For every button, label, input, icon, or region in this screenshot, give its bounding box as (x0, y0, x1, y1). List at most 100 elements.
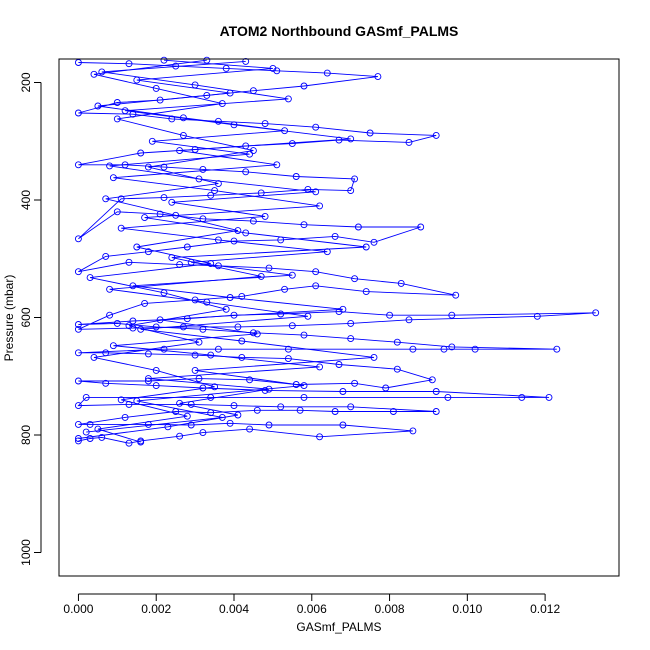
series-line (86, 60, 375, 433)
data-point (191, 81, 199, 89)
data-point (331, 408, 339, 415)
data-point (141, 214, 149, 222)
data-point (312, 268, 320, 276)
data-point (222, 64, 230, 72)
x-tick-label: 0.002 (141, 602, 171, 616)
data-point (160, 163, 168, 171)
data-point (113, 319, 121, 327)
data-point (366, 129, 374, 137)
data-point (222, 305, 230, 313)
data-point (74, 435, 82, 442)
data-point (417, 223, 425, 231)
data-point (347, 403, 355, 411)
data-point (249, 217, 257, 225)
data-point (238, 353, 246, 361)
data-point (125, 60, 133, 68)
data-point (74, 437, 82, 445)
y-tick-label: 1000 (19, 539, 33, 566)
data-point (86, 435, 94, 442)
data-point (518, 393, 526, 401)
data-point (74, 109, 82, 117)
data-point (144, 248, 152, 256)
data-layer (74, 56, 600, 447)
data-point (183, 243, 191, 251)
data-point (164, 423, 172, 431)
data-point (389, 408, 397, 415)
data-point (195, 375, 203, 383)
y-axis: 200 400 600 800 1000 (19, 72, 42, 566)
data-point (409, 427, 417, 435)
data-point (109, 342, 117, 350)
data-point (304, 312, 312, 320)
data-point (148, 137, 156, 145)
x-tick-label: 0.012 (530, 602, 560, 616)
data-point (253, 406, 261, 414)
data-point (242, 229, 250, 237)
data-point (179, 131, 187, 139)
data-point (160, 56, 168, 64)
data-point (106, 285, 114, 293)
data-point (335, 361, 343, 368)
data-point (176, 147, 184, 155)
data-point (86, 274, 94, 282)
data-point (74, 377, 82, 385)
data-point (545, 393, 553, 401)
data-point (152, 382, 160, 390)
data-point (370, 238, 378, 246)
data-point (144, 350, 152, 358)
data-point (90, 70, 98, 78)
data-point (211, 187, 219, 195)
data-point (432, 408, 440, 415)
data-point (113, 99, 121, 106)
data-point (125, 258, 133, 266)
data-point (284, 95, 292, 103)
data-point (277, 310, 285, 318)
data-point (533, 312, 541, 320)
data-point (339, 421, 347, 429)
data-point (471, 345, 479, 353)
data-point (397, 279, 405, 287)
data-point (176, 432, 184, 440)
data-point (246, 376, 254, 384)
data-point (265, 264, 273, 272)
data-point (261, 120, 269, 128)
data-point (86, 420, 94, 428)
data-point (168, 198, 176, 206)
data-point (152, 323, 160, 331)
data-point (444, 393, 452, 401)
data-point (74, 235, 82, 243)
data-point (292, 173, 300, 180)
x-axis: 0.000 0.002 0.004 0.006 0.008 0.010 0.012 (63, 593, 560, 616)
data-point (553, 345, 561, 353)
data-point (144, 377, 152, 385)
data-point (74, 161, 82, 169)
data-point (249, 147, 257, 155)
data-point (312, 188, 320, 196)
data-point (362, 288, 370, 296)
data-point (195, 338, 203, 346)
data-point (242, 57, 250, 65)
data-point (452, 291, 460, 299)
data-point (82, 393, 90, 401)
data-point (74, 402, 82, 410)
data-point (234, 411, 242, 419)
data-point (199, 429, 207, 437)
y-tick-label: 600 (19, 307, 33, 327)
data-point (592, 309, 600, 317)
data-point (432, 131, 440, 139)
data-point (312, 282, 320, 290)
series-line (90, 59, 254, 443)
data-point (203, 298, 211, 306)
series-line (78, 59, 343, 439)
data-point (207, 260, 215, 267)
data-point (137, 438, 145, 446)
data-point (261, 212, 269, 220)
data-point (273, 161, 281, 169)
data-point (211, 383, 219, 391)
data-point (179, 323, 187, 331)
plot-frame (58, 58, 620, 577)
data-point (74, 349, 82, 357)
data-point (218, 413, 226, 421)
data-point (102, 379, 110, 387)
